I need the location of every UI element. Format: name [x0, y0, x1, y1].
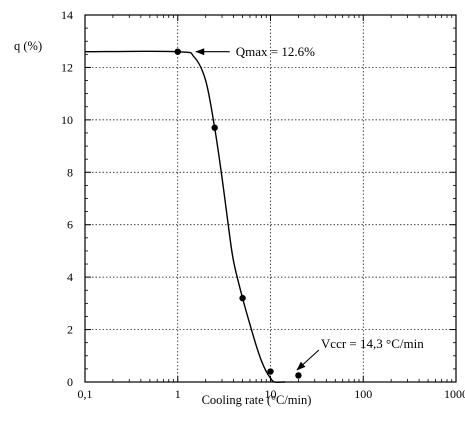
y-tick-label: 2 [67, 323, 73, 337]
y-tick-label: 4 [67, 270, 73, 284]
data-point [211, 124, 218, 131]
series-curve [84, 50, 285, 383]
qmax-annotation: Qmax = 12.6% [236, 44, 315, 59]
data-point [295, 372, 302, 379]
x-tick-label: 0,1 [78, 387, 93, 401]
y-tick-label: 6 [67, 218, 73, 232]
data-point [267, 368, 274, 375]
tick-labels: 0 2 4 6 8 10 12 14 0,1 1 10 100 1000 [61, 8, 465, 401]
x-tick-label: 100 [354, 387, 372, 401]
x-tick-label: 10 [265, 387, 277, 401]
y-tick-label: 8 [67, 165, 73, 179]
y-tick-label: 10 [61, 113, 73, 127]
vccr-arrow [296, 349, 320, 371]
data-point [239, 294, 246, 302]
ticks [84, 14, 457, 383]
y-tick-label: 12 [61, 60, 73, 74]
y-axis-label: q (%) [14, 39, 42, 53]
x-tick-label: 1000 [444, 387, 465, 401]
data-points [174, 48, 302, 379]
y-tick-label: 0 [67, 375, 73, 389]
data-point [174, 48, 181, 55]
y-tick-label: 14 [61, 8, 73, 22]
x-axis-label: Cooling rate (°C/min) [202, 393, 312, 407]
x-tick-label: 1 [175, 387, 181, 401]
grid [85, 15, 456, 382]
annotations: Qmax = 12.6% Vccr = 14,3 °C/min [195, 44, 424, 371]
vccr-annotation: Vccr = 14,3 °C/min [321, 336, 424, 351]
